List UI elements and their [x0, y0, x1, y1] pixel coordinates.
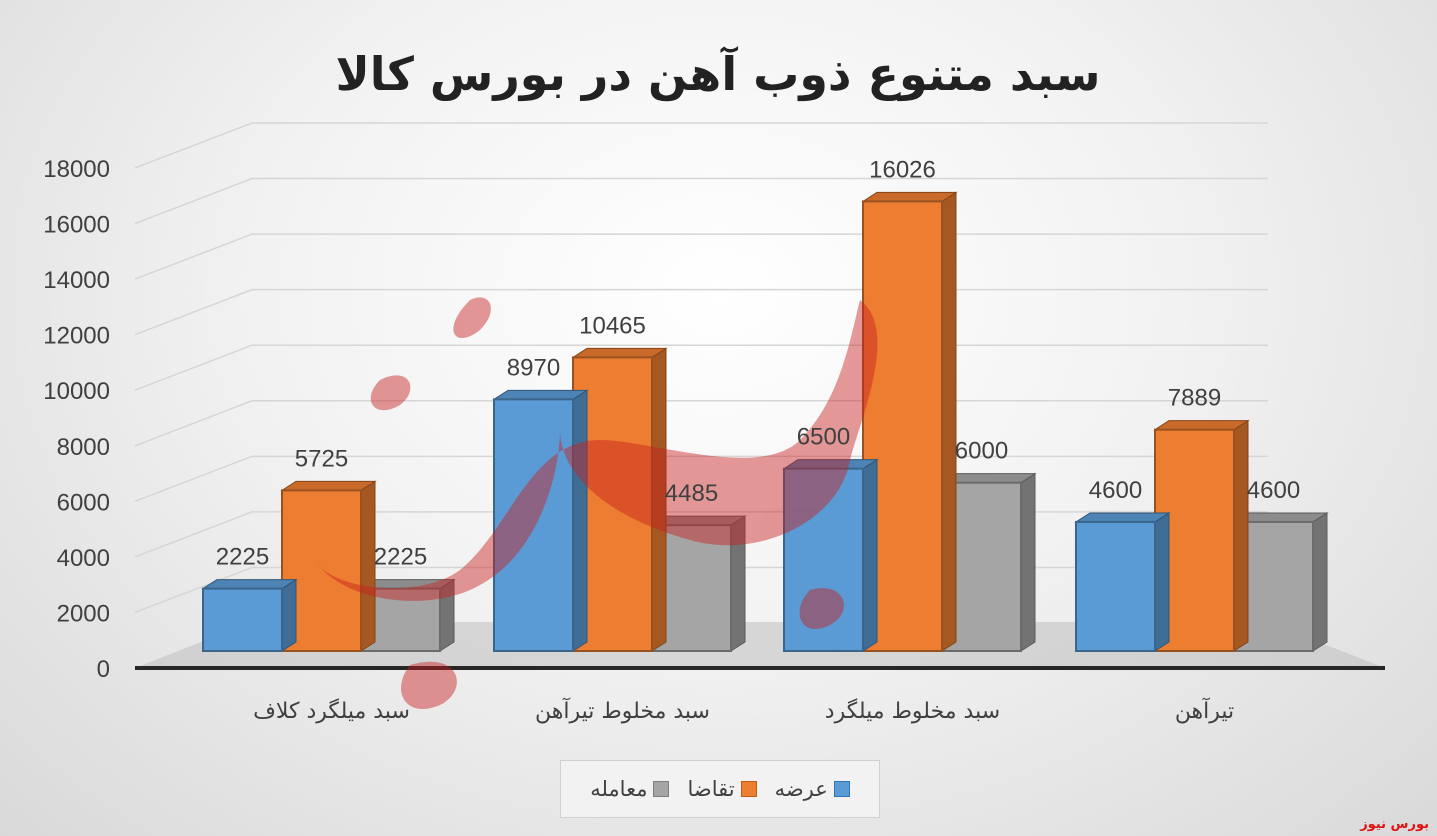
gridline [134, 233, 1268, 280]
y-axis-ticks: 0 2000 4000 6000 8000 10000 12000 14000 16000 180… [43, 156, 110, 683]
data-label: 6500 [797, 424, 850, 451]
y-tick-label: 2000 [57, 600, 110, 627]
legend-swatch-trade [653, 781, 670, 797]
x-category-label: سبد میلگرد کلاف [253, 698, 410, 724]
gridline [134, 177, 1268, 225]
data-label: 2225 [374, 544, 427, 571]
data-label: 6000 [955, 438, 1008, 465]
data-label: 2225 [216, 544, 269, 571]
gridline [134, 288, 1268, 336]
bar-2-0 [782, 458, 879, 652]
bars [201, 191, 1329, 653]
gridline [134, 122, 1268, 169]
y-tick-label: 16000 [43, 212, 110, 239]
y-tick-label: 12000 [43, 323, 110, 350]
data-label: 4485 [665, 480, 718, 507]
y-tick-label: 0 [97, 656, 110, 683]
x-axis-categories: سبد میلگرد کلاف سبد مخلوط تیرآهن سبد مخلوط… [253, 697, 1234, 724]
watermark-logo [315, 297, 878, 710]
bar-0-1 [280, 480, 377, 653]
watermark-dot [453, 297, 491, 339]
legend-item-trade: معامله [590, 777, 670, 801]
x-category-label: سبد مخلوط میلگرد [825, 698, 1000, 724]
watermark-dot [799, 588, 844, 630]
data-labels: 2225 5725 2225 8970 10465 4485 6500 16026 6000 46… [216, 156, 1300, 570]
data-label: 5725 [295, 445, 348, 472]
legend-item-demand: تقاضا [687, 777, 757, 801]
x-category-label: سبد مخلوط تیرآهن [535, 697, 710, 724]
y-tick-label: 6000 [57, 489, 110, 516]
gridline [134, 344, 1268, 391]
y-tick-label: 18000 [43, 156, 110, 183]
y-tick-label: 4000 [57, 545, 110, 572]
data-label: 4600 [1247, 477, 1300, 504]
legend-swatch-demand [740, 781, 757, 797]
legend-item-supply: عرضه [775, 777, 850, 801]
data-label: 10465 [579, 312, 646, 339]
data-label: 8970 [507, 354, 560, 381]
legend-label-supply: عرضه [774, 777, 828, 801]
bar-1-0 [492, 389, 589, 653]
y-tick-label: 14000 [43, 267, 110, 294]
y-tick-label: 8000 [57, 434, 110, 461]
gridlines [134, 122, 1268, 614]
bar-3-0 [1074, 512, 1171, 653]
watermark-dot [401, 661, 457, 710]
brand-label: بورس نیوز [1360, 817, 1429, 832]
x-category-label: تیرآهن [1175, 697, 1234, 724]
data-label: 4600 [1089, 477, 1142, 504]
bar-0-0 [201, 578, 298, 653]
gridline [134, 400, 1268, 447]
legend: عرضه تقاضا معامله [560, 760, 880, 818]
y-tick-label: 10000 [43, 378, 110, 405]
watermark-swash [315, 300, 878, 601]
legend-label-trade: معامله [590, 777, 648, 801]
legend-label-demand: تقاضا [687, 777, 735, 801]
data-label: 7889 [1168, 385, 1221, 412]
data-label: 16026 [869, 156, 936, 183]
chart-title: سبد متنوع ذوب آهن در بورس کالا [336, 46, 1101, 101]
watermark-dot [370, 375, 411, 411]
legend-swatch-supply [833, 781, 850, 797]
